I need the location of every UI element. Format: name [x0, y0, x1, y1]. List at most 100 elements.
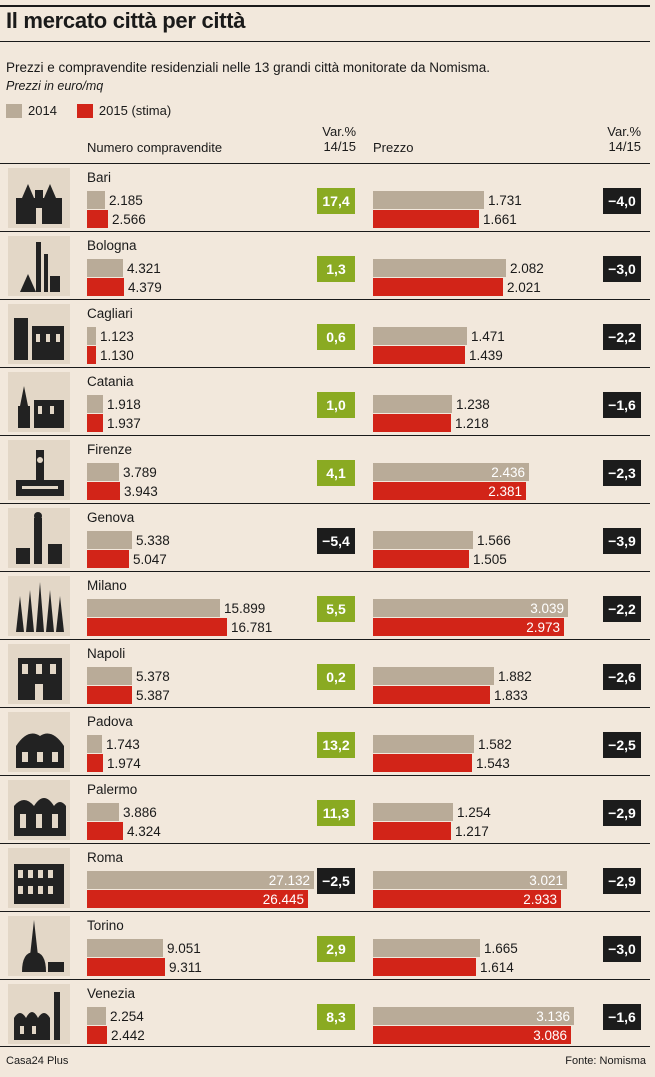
sales-bar-2014: [87, 1007, 106, 1025]
city-row: Genova 5.338 5.047 1.566 1.505 −5,4 −3,9: [0, 503, 650, 571]
sales-bar-2015: [87, 890, 308, 908]
sales-value-2014: 1.743: [106, 737, 140, 752]
price-bar-2015: [373, 754, 472, 772]
sales-value-2014: 2.185: [109, 193, 143, 208]
city-landmark-icon: [8, 644, 70, 704]
price-bar-2014: [373, 463, 529, 481]
sales-bar-2014: [87, 735, 102, 753]
price-bar-2015: [373, 618, 564, 636]
var-header-line1: Var.%: [322, 124, 356, 139]
price-var-badge: −3,9: [603, 528, 641, 554]
sales-var-badge: 1,3: [317, 256, 355, 282]
sales-value-2015: 1.974: [107, 756, 141, 771]
price-value-2014: 1.882: [498, 669, 532, 684]
sales-value-2014: 4.321: [127, 261, 161, 276]
price-value-2014: 3.039: [530, 601, 564, 616]
city-landmark-icon: [8, 576, 70, 636]
sales-bar-2014: [87, 939, 163, 957]
sales-value-2014: 15.899: [224, 601, 266, 616]
chart-title: Il mercato città per città: [6, 8, 246, 33]
city-name: Milano: [87, 578, 127, 593]
city-name: Cagliari: [87, 306, 133, 321]
price-var-badge: −2,5: [603, 732, 641, 758]
sales-var-badge: 17,4: [317, 188, 355, 214]
city-row: Palermo 3.886 4.324 1.254 1.217 11,3 −2,9: [0, 775, 650, 843]
sales-var-badge: 0,6: [317, 324, 355, 350]
sales-value-2014: 1.123: [100, 329, 134, 344]
sales-var-badge: 11,3: [317, 800, 355, 826]
price-bar-2015: [373, 278, 503, 296]
price-value-2014: 3.021: [529, 873, 563, 888]
city-landmark-icon: [8, 780, 70, 840]
city-name: Roma: [87, 850, 124, 865]
sales-value-2015: 1.937: [107, 416, 141, 431]
title-rule: [0, 41, 650, 42]
sales-bar-2015: [87, 414, 103, 432]
price-value-2014: 2.436: [491, 465, 525, 480]
price-value-2015: 2.381: [488, 484, 522, 499]
city-landmark-icon: [8, 984, 70, 1044]
price-value-2015: 2.973: [526, 620, 560, 635]
city-landmark-icon: [8, 440, 70, 500]
city-landmark-icon: [8, 168, 70, 228]
price-bar-2014: [373, 871, 567, 889]
price-value-2015: 1.614: [480, 960, 514, 975]
price-value-2014: 3.136: [536, 1009, 570, 1024]
sales-bar-2014: [87, 871, 314, 889]
sales-bar-2015: [87, 278, 124, 296]
city-name: Firenze: [87, 442, 133, 457]
sales-bar-2014: [87, 463, 119, 481]
price-value-2015: 1.218: [455, 416, 489, 431]
sales-var-badge: −2,5: [317, 868, 355, 894]
price-value-2015: 1.439: [469, 348, 503, 363]
price-bar-2014: [373, 735, 474, 753]
price-bar-2015: [373, 210, 479, 228]
city-row: Roma 27.132 26.445 3.021 2.933 −2,5 −2,9: [0, 843, 650, 911]
sales-value-2014: 5.378: [136, 669, 170, 684]
sales-bar-2015: [87, 210, 108, 228]
price-bar-2014: [373, 191, 484, 209]
price-var-badge: −2,2: [603, 324, 641, 350]
legend-swatch-2015: [76, 103, 93, 118]
city-landmark-icon: [8, 372, 70, 432]
price-value-2014: 1.471: [471, 329, 505, 344]
sales-bar-2014: [87, 803, 119, 821]
city-row: Venezia 2.254 2.442 3.136 3.086 8,3 −1,6: [0, 979, 650, 1047]
sales-bar-2014: [87, 327, 96, 345]
city-row: Milano 15.899 16.781 3.039 2.973 5,5 −2,2: [0, 571, 650, 639]
price-value-2015: 3.086: [533, 1028, 567, 1043]
price-bar-2014: [373, 667, 494, 685]
city-name: Palermo: [87, 782, 138, 797]
price-bar-2014: [373, 531, 473, 549]
price-bar-2014: [373, 939, 480, 957]
sales-bar-2015: [87, 822, 123, 840]
column-header-price: Prezzo: [373, 140, 414, 155]
sales-value-2014: 9.051: [167, 941, 201, 956]
price-bar-2014: [373, 1007, 574, 1025]
price-var-badge: −2,2: [603, 596, 641, 622]
sales-bar-2015: [87, 958, 165, 976]
city-name: Padova: [87, 714, 133, 729]
price-var-badge: −2,6: [603, 664, 641, 690]
price-value-2014: 1.731: [488, 193, 522, 208]
price-bar-2015: [373, 482, 526, 500]
sales-bar-2015: [87, 686, 132, 704]
price-bar-2014: [373, 327, 467, 345]
sales-var-badge: 2,9: [317, 936, 355, 962]
sales-var-badge: 8,3: [317, 1004, 355, 1030]
sales-bar-2014: [87, 531, 132, 549]
price-bar-2014: [373, 803, 453, 821]
legend-swatch-2014: [6, 103, 22, 118]
sales-bar-2015: [87, 346, 96, 364]
city-name: Venezia: [87, 986, 136, 1001]
price-value-2015: 1.543: [476, 756, 510, 771]
city-landmark-icon: [8, 236, 70, 296]
sales-value-2015: 26.445: [262, 892, 304, 907]
city-row: Cagliari 1.123 1.130 1.471 1.439 0,6 −2,2: [0, 299, 650, 367]
city-landmark-icon: [8, 916, 70, 976]
sales-var-badge: 4,1: [317, 460, 355, 486]
var-header-line1: Var.%: [607, 124, 641, 139]
sales-bar-2015: [87, 1026, 107, 1044]
price-var-badge: −3,0: [603, 936, 641, 962]
price-bar-2014: [373, 259, 506, 277]
